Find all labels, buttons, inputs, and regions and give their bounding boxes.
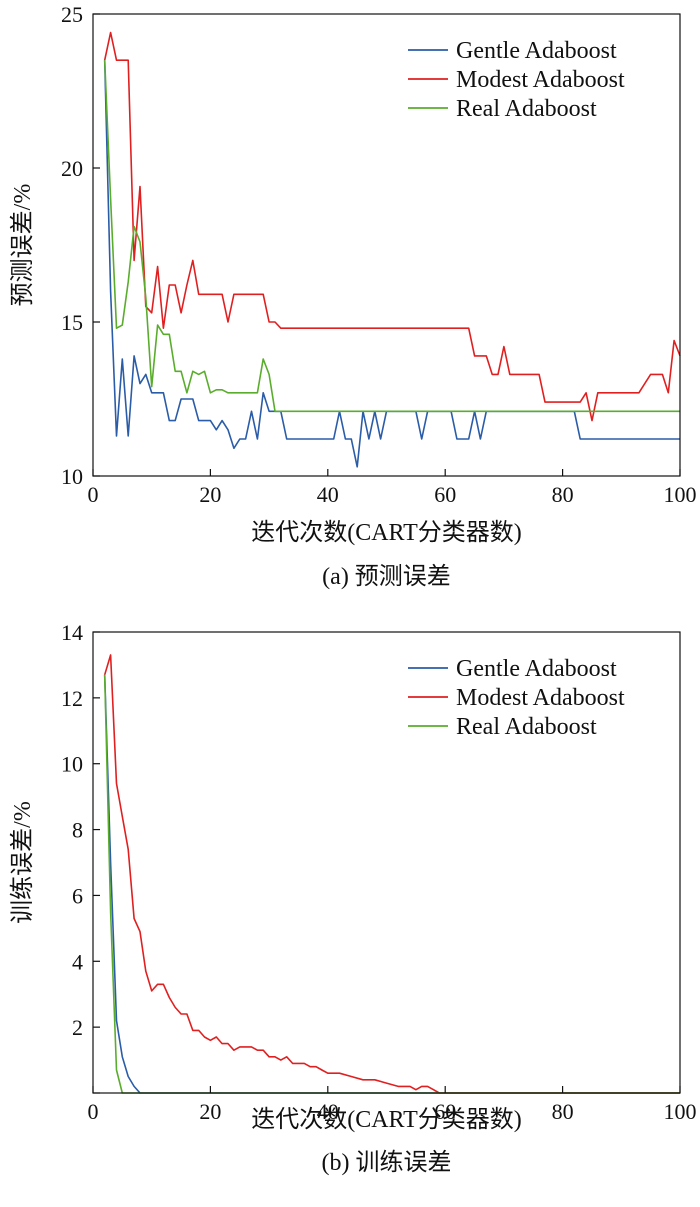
legend-label: Real Adaboost: [456, 714, 597, 740]
chart-prediction-error: 0 20 40 60 80 100 10 15 20 25 迭代次数(CART分类器数) 预测误差…: [9, 2, 697, 590]
x-axis-label: 迭代次数(CART分类器数): [251, 1106, 522, 1133]
x-tick-label: 80: [552, 482, 574, 507]
x-tick-label: 20: [199, 482, 221, 507]
chart-training-error: 0 20 40 60 80 100 2 4 6 8 10 12 14 迭代次数(CART分类器数) 训练…: [9, 620, 697, 1176]
x-tick-label: 80: [552, 1099, 574, 1124]
series-line-modest-adaboost: [103, 654, 680, 1094]
y-tick-label: 2: [72, 1015, 83, 1040]
series-line-modest-adaboost: [103, 31, 681, 422]
chart-caption: (b) 训练误差: [322, 1149, 452, 1176]
y-tick-label: 14: [61, 620, 83, 645]
y-axis-label: 预测误差/%: [9, 184, 36, 307]
y-tick-label: 6: [72, 883, 83, 908]
plot-frame: [92, 631, 681, 1094]
x-tick-label: 40: [317, 1099, 339, 1124]
chart-caption: (a) 预测误差: [322, 563, 451, 590]
x-tick-label: 40: [317, 482, 339, 507]
y-axis-label: 训练误差/%: [9, 801, 36, 924]
x-tick-label: 60: [434, 482, 456, 507]
x-tick-label: 0: [88, 482, 99, 507]
series-lines: [103, 31, 681, 468]
legend: Gentle Adaboost Modest Adaboost Real Adabo…: [408, 656, 625, 740]
series-line-real-adaboost: [103, 60, 680, 413]
y-tick-label: 15: [61, 310, 83, 335]
legend-label: Modest Adaboost: [456, 685, 625, 711]
x-tick-label: 0: [88, 1099, 99, 1124]
legend-label: Modest Adaboost: [456, 67, 625, 93]
x-tick-label: 60: [434, 1099, 456, 1124]
x-tick-label: 100: [664, 1099, 697, 1124]
plot-frame: [92, 13, 681, 477]
legend: Gentle Adaboost Modest Adaboost Real Adabo…: [408, 38, 625, 122]
x-tick-label: 100: [664, 482, 697, 507]
y-tick-label: 20: [61, 156, 83, 181]
y-tick-label: 8: [72, 818, 83, 843]
x-axis-label: 迭代次数(CART分类器数): [251, 519, 522, 546]
axis-ticks: 0 20 40 60 80 100 2 4 6 8 10 12 14: [61, 620, 697, 1124]
y-tick-label: 12: [61, 686, 83, 711]
legend-label: Real Adaboost: [456, 96, 597, 122]
y-tick-label: 4: [72, 949, 83, 974]
axis-ticks: 0 20 40 60 80 100 10 15 20 25: [61, 2, 697, 507]
x-tick-label: 20: [199, 1099, 221, 1124]
legend-label: Gentle Adaboost: [456, 656, 617, 682]
y-tick-label: 25: [61, 2, 83, 27]
y-tick-label: 10: [61, 464, 83, 489]
y-tick-label: 10: [61, 752, 83, 777]
legend-label: Gentle Adaboost: [456, 38, 617, 64]
